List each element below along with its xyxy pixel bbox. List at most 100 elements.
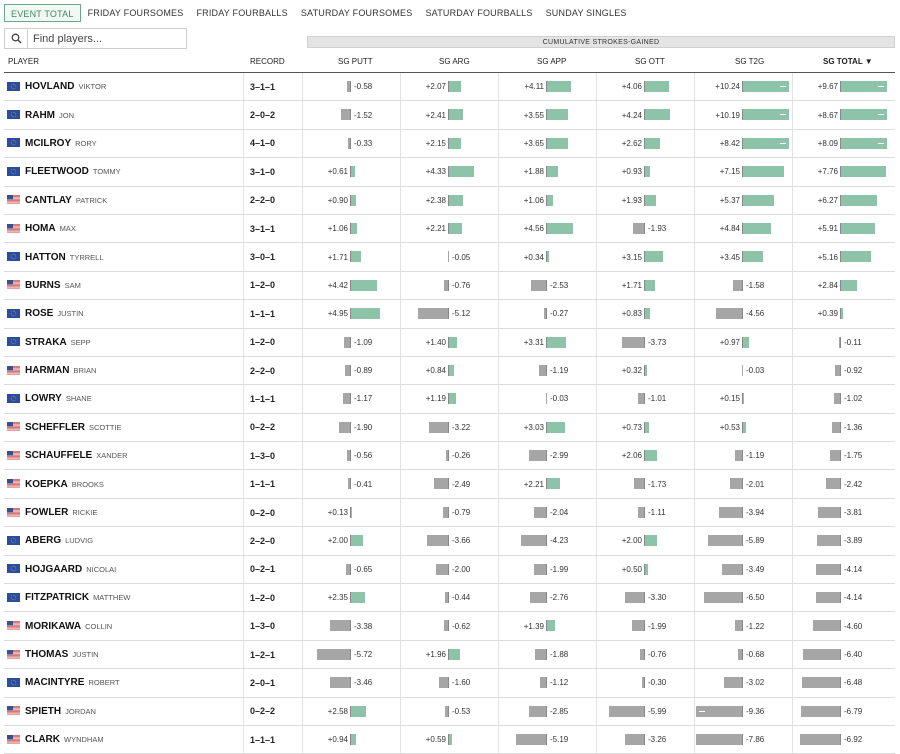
sg-putt-bar xyxy=(351,280,377,291)
player-first-name: BRIAN xyxy=(73,366,96,375)
sg-t2g-value: -3.94 xyxy=(746,499,764,526)
sg-arg-value: -0.53 xyxy=(452,698,470,725)
sg-arg-cell: -0.53 xyxy=(400,698,497,725)
sg-t2g-bar xyxy=(708,535,742,546)
tab-event-total[interactable]: EVENT TOTAL xyxy=(4,4,81,22)
header-sg-t2g[interactable]: SG T2G xyxy=(735,52,764,72)
player-last-name[interactable]: THOMAS xyxy=(25,649,68,660)
player-last-name[interactable]: FITZPATRICK xyxy=(25,592,89,603)
player-last-name[interactable]: RAHM xyxy=(25,110,55,121)
zero-axis xyxy=(742,592,743,603)
sg-arg-bar xyxy=(449,649,460,660)
tab-friday-foursomes[interactable]: FRIDAY FOURSOMES xyxy=(82,4,190,22)
player-last-name[interactable]: STRAKA xyxy=(25,337,67,348)
header-sg-app[interactable]: SG APP xyxy=(537,52,566,72)
player-last-name[interactable]: LOWRY xyxy=(25,393,62,404)
player-last-name[interactable]: HOJGAARD xyxy=(25,564,82,575)
header-player[interactable]: PLAYER xyxy=(8,52,39,72)
header-sg-total[interactable]: SG TOTAL ▼ xyxy=(823,52,873,72)
sg-app-cell: +1.39 xyxy=(498,612,595,639)
sg-ott-cell: +0.50 xyxy=(596,556,693,583)
header-sg-putt[interactable]: SG PUTT xyxy=(338,52,373,72)
sg-ott-bar xyxy=(645,450,657,461)
tab-friday-fourballs[interactable]: FRIDAY FOURBALLS xyxy=(190,4,293,22)
search-input[interactable] xyxy=(28,30,183,47)
sg-t2g-value: -1.19 xyxy=(746,442,764,469)
player-last-name[interactable]: CANTLAY xyxy=(25,195,72,206)
player-last-name[interactable]: SCHAUFFELE xyxy=(25,450,92,461)
player-last-name[interactable]: HOMA xyxy=(25,223,56,234)
player-last-name[interactable]: CLARK xyxy=(25,734,60,745)
player-first-name: NICOLAI xyxy=(86,565,116,574)
sg-ott-cell: +2.00 xyxy=(596,527,693,554)
sg-putt-bar xyxy=(351,706,366,717)
header-sg-arg[interactable]: SG ARG xyxy=(439,52,470,72)
player-last-name[interactable]: HOVLAND xyxy=(25,81,74,92)
sg-putt-cell: +4.95 xyxy=(302,300,399,327)
player-last-name[interactable]: KOEPKA xyxy=(25,479,68,490)
sg-arg-value: -0.79 xyxy=(452,499,470,526)
sg-arg-value: -0.05 xyxy=(452,243,470,270)
sg-putt-bar xyxy=(341,109,350,120)
player-last-name[interactable]: MORIKAWA xyxy=(25,621,81,632)
player-last-name[interactable]: BURNS xyxy=(25,280,61,291)
zero-axis xyxy=(350,649,351,660)
sg-t2g-value: -6.50 xyxy=(746,584,764,611)
record-cell: 3–1–1 xyxy=(250,215,275,242)
player-last-name[interactable]: SPIETH xyxy=(25,706,61,717)
sg-t2g-value: +10.24 xyxy=(715,73,740,100)
player-last-name[interactable]: FOWLER xyxy=(25,507,68,518)
player-last-name[interactable]: MACINTYRE xyxy=(25,677,84,688)
team-flag-icon xyxy=(4,276,25,294)
player-record: 0–2–0 xyxy=(250,508,275,518)
player-last-name[interactable]: HATTON xyxy=(25,252,66,263)
player-last-name[interactable]: FLEETWOOD xyxy=(25,166,89,177)
search-icon[interactable] xyxy=(5,29,28,48)
team-flag-icon xyxy=(4,560,25,578)
player-last-name[interactable]: SCHEFFLER xyxy=(25,422,85,433)
sg-putt-bar xyxy=(317,649,350,660)
header-sg-ott[interactable]: SG OTT xyxy=(635,52,665,72)
sg-putt-bar xyxy=(347,450,350,461)
column-divider xyxy=(243,272,244,299)
player-last-name[interactable]: HARMAN xyxy=(25,365,69,376)
sg-ott-bar xyxy=(645,81,669,92)
sg-arg-cell: +2.38 xyxy=(400,187,497,214)
tab-saturday-fourballs[interactable]: SATURDAY FOURBALLS xyxy=(419,4,538,22)
header-record[interactable]: RECORD xyxy=(250,52,285,72)
team-flag-icon xyxy=(4,134,25,152)
sg-arg-cell: +1.96 xyxy=(400,641,497,668)
player-last-name[interactable]: ABERG xyxy=(25,535,61,546)
zero-axis xyxy=(350,620,351,631)
player-record: 1–1–1 xyxy=(250,394,275,404)
tab-saturday-foursomes[interactable]: SATURDAY FOURSOMES xyxy=(295,4,419,22)
tab-sunday-singles[interactable]: SUNDAY SINGLES xyxy=(540,4,633,22)
sg-arg-bar xyxy=(443,507,448,518)
player-last-name[interactable]: ROSE xyxy=(25,308,53,319)
player-last-name[interactable]: MCILROY xyxy=(25,138,71,149)
